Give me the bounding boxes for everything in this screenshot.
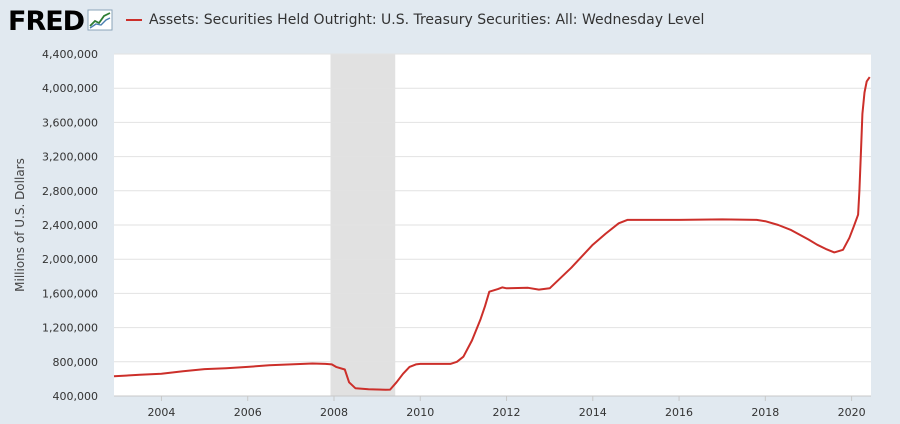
y-tick-label: 4,000,000 (42, 82, 98, 95)
y-tick-label: 800,000 (53, 356, 99, 369)
legend-swatch (126, 19, 142, 21)
y-axis-ticks: 400,000 800,000 1,200,000 1,600,000 2,000,00… (42, 48, 98, 403)
series-line (113, 76, 871, 391)
x-tick-label: 2014 (579, 406, 607, 419)
y-tick-label: 1,200,000 (42, 322, 98, 335)
x-tick-label: 2010 (406, 406, 434, 419)
y-tick-label: 2,800,000 (42, 185, 98, 198)
y-tick-label: 2,000,000 (42, 253, 98, 266)
fred-chart-icon (87, 9, 113, 35)
x-tick-label: 2006 (234, 406, 262, 419)
legend-label: Assets: Securities Held Outright: U.S. T… (149, 12, 705, 28)
x-tick-label: 2018 (751, 406, 779, 419)
logo-text: FRED (8, 6, 85, 37)
y-tick-label: 3,600,000 (42, 116, 98, 129)
y-tick-label: 3,200,000 (42, 151, 98, 164)
y-tick-label: 1,600,000 (42, 287, 98, 300)
x-tick-label: 2012 (493, 406, 521, 419)
x-tick-label: 2008 (320, 406, 348, 419)
x-tick-label: 2020 (838, 406, 866, 419)
y-tick-label: 2,400,000 (42, 219, 98, 232)
y-tick-label: 400,000 (53, 390, 99, 403)
legend[interactable]: Assets: Securities Held Outright: U.S. T… (126, 12, 704, 28)
x-tick-label: 2004 (147, 406, 175, 419)
x-axis-ticks: 2004 2006 2008 2010 2012 2014 2016 2018 2020 (114, 395, 871, 419)
x-tick-label: 2016 (665, 406, 693, 419)
fred-logo[interactable]: FRED (8, 6, 113, 37)
y-tick-label: 4,400,000 (42, 48, 98, 61)
